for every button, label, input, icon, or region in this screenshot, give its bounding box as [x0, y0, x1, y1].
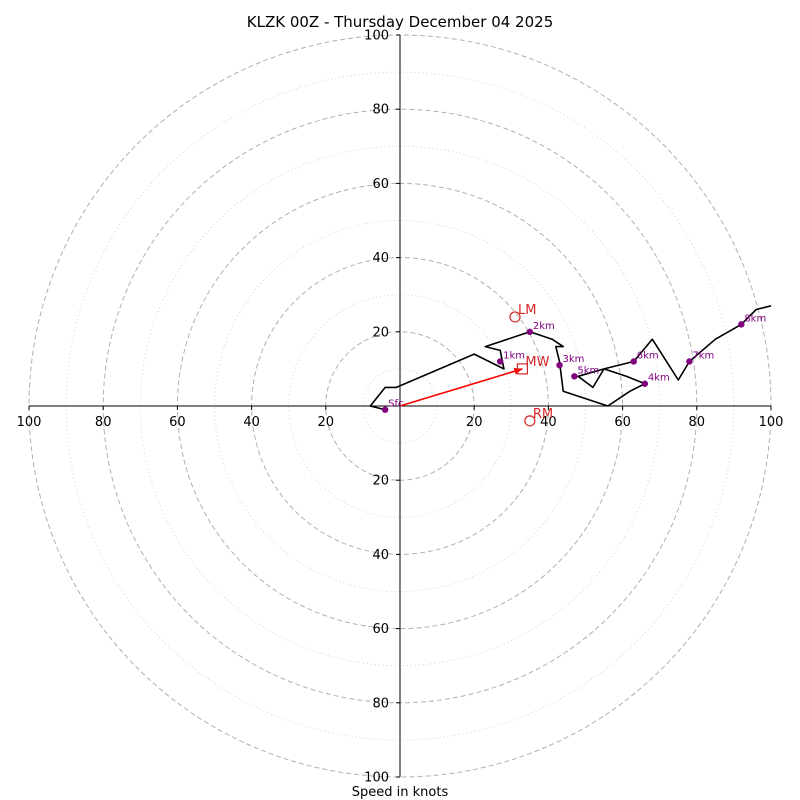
height-marker-4km — [641, 380, 649, 387]
height-label-7km: 7km — [692, 350, 714, 361]
shear-vector-group — [399, 367, 523, 407]
x-tick-label: 80 — [689, 415, 706, 430]
height-label-5km: 5km — [577, 365, 599, 376]
height-marker-3km — [556, 361, 563, 369]
height-label-2km: 2km — [533, 321, 555, 332]
height-marker-5km — [571, 373, 578, 380]
x-tick-label: 100 — [17, 415, 42, 430]
storm-motion-group: LM MW RM — [509, 303, 553, 427]
x-tick-label: 40 — [243, 415, 260, 430]
storm-label-mw: MW — [525, 355, 549, 370]
y-tick-label: 20 — [372, 474, 389, 489]
y-tick-label: 100 — [364, 771, 389, 786]
x-tick-label: 80 — [95, 415, 112, 430]
y-tick-label: 20 — [372, 325, 389, 340]
x-axis-label: Speed in knots — [352, 785, 449, 800]
y-tick-label: 100 — [364, 29, 389, 44]
x-tick-label: 20 — [318, 415, 335, 430]
storm-marker-lm — [509, 311, 521, 323]
shear-vector-line — [399, 368, 523, 407]
height-label-sfc: Sfc — [388, 399, 403, 410]
y-tick-label: 80 — [372, 696, 389, 711]
height-markers-group: Sfc 1km 2km 3km 4km 5km 6km 7km 8km — [381, 313, 766, 413]
x-tick-label: 60 — [614, 415, 631, 430]
x-tick-label: 40 — [540, 415, 557, 430]
x-tick-labels: 100 80 60 40 20 20 40 60 80 100 — [17, 406, 784, 430]
height-marker-2km — [526, 328, 534, 335]
storm-marker-rm — [524, 415, 536, 427]
wind-trace-group — [369, 305, 772, 411]
shear-vector-arrowhead — [513, 367, 523, 375]
x-tick-label: 60 — [169, 415, 186, 430]
chart-title: KLZK 00Z - Thursday December 04 2025 — [247, 13, 553, 31]
height-label-6km: 6km — [637, 350, 659, 361]
height-marker-sfc — [381, 406, 389, 413]
storm-label-rm: RM — [533, 407, 553, 422]
wind-trace-line — [369, 305, 772, 411]
storm-marker-mw — [516, 363, 529, 375]
height-label-1km: 1km — [503, 350, 525, 361]
height-marker-7km — [686, 358, 693, 365]
y-tick-label: 40 — [372, 548, 389, 563]
y-tick-label: 80 — [372, 103, 389, 118]
height-marker-8km — [738, 321, 745, 328]
y-tick-label: 60 — [372, 622, 389, 637]
height-marker-6km — [630, 358, 637, 365]
height-marker-1km — [496, 358, 504, 365]
height-label-8km: 8km — [744, 313, 766, 324]
x-tick-label: 100 — [759, 415, 784, 430]
y-tick-labels: 100 80 60 40 20 20 40 60 80 100 — [364, 29, 400, 786]
height-label-3km: 3km — [563, 354, 585, 365]
y-tick-label: 60 — [372, 177, 389, 192]
storm-label-lm: LM — [518, 303, 536, 318]
height-label-4km: 4km — [648, 373, 670, 384]
y-tick-label: 40 — [372, 251, 389, 266]
x-tick-label: 20 — [466, 415, 483, 430]
